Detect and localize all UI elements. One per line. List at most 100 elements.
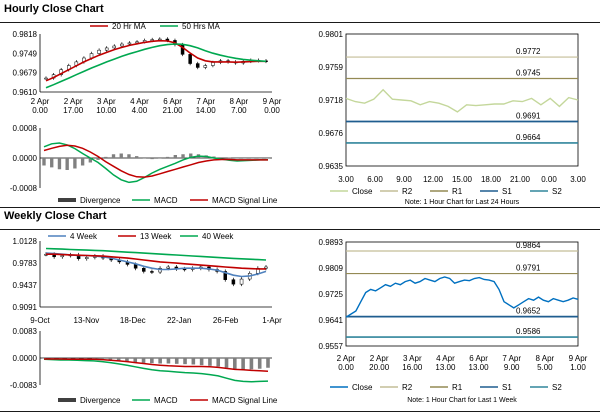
legend-s1-label: S1 (502, 383, 512, 392)
candle-body (112, 45, 117, 49)
y-tick-label: 0.9809 (319, 264, 344, 273)
divergence-bar (65, 158, 69, 170)
divergence-bar (73, 158, 77, 169)
legend-macd-label: MACD (154, 396, 178, 405)
y-tick-label: 0.9818 (13, 30, 38, 39)
section-divider (0, 207, 600, 208)
y-tick-label: 0.9437 (13, 281, 38, 290)
legend-item-1-label: 13 Week (140, 232, 172, 241)
divergence-bar (181, 154, 185, 158)
close-line (345, 276, 579, 318)
candle-body (231, 279, 236, 285)
candle-body (60, 255, 65, 258)
divergence-bar (173, 155, 177, 158)
x-tick-label: 22-Jan (167, 316, 191, 325)
x-tick-label: 3.00 (338, 175, 354, 184)
weekly-levels-chart: 0.9893 0.9809 0.9725 0.9641 0.9557 2 Apr 0.00 2… (319, 238, 588, 404)
divergence-bar (57, 158, 62, 170)
divergence-bar (249, 358, 254, 370)
x-tick-label: 3 Apr 16.00 (402, 354, 423, 372)
candle-body (166, 266, 170, 269)
divergence-bar (219, 157, 224, 158)
candle-body (133, 264, 138, 269)
y-tick-label: 0.9676 (319, 129, 344, 138)
candle-body (264, 266, 268, 269)
x-tick-label: 9.00 (396, 175, 412, 184)
divergence-bar (150, 358, 154, 364)
y-tick-label: 0.0000 (13, 154, 38, 163)
level-label-r2: 0.9864 (516, 241, 541, 250)
x-tick-label: 0.00 (541, 175, 557, 184)
y-tick-label: 0.9610 (13, 88, 38, 97)
legend-divergence-label: Divergence (80, 396, 121, 405)
divergence-bar (150, 158, 154, 160)
candle-body (158, 38, 162, 41)
candle-body (211, 62, 215, 66)
x-tick-label: 12.00 (423, 175, 444, 184)
plot-frame (345, 33, 579, 167)
candle-body (203, 65, 208, 68)
x-tick-label: 7 Apr 9.00 (502, 354, 521, 372)
weekly-price-chart: 1.0128 0.9783 0.9437 0.9091 9-Oct 13-Nov 18-De… (13, 232, 283, 325)
divergence-bar (158, 358, 162, 364)
y-tick-label: 0.9718 (319, 96, 344, 105)
y-tick-label: 0.9893 (319, 238, 344, 247)
x-tick-label: 26-Feb (213, 316, 239, 325)
ma-line-ma50 (45, 43, 267, 89)
divergence-bar (266, 158, 270, 159)
candle-body (239, 278, 244, 285)
ma-line-ma13 (46, 253, 266, 270)
legend-s2-label: S2 (552, 383, 562, 392)
candle-body (142, 267, 146, 272)
candle-body (135, 41, 139, 44)
x-tick-label: 2 Apr 0.00 (337, 354, 356, 372)
divergence-bar (224, 358, 229, 368)
x-tick-label: 9-Oct (30, 316, 50, 325)
legend-divergence-swatch (58, 198, 76, 202)
plot-frame (345, 241, 579, 347)
x-tick-label: 15.00 (452, 175, 473, 184)
divergence-bar (199, 358, 204, 366)
ma-line-ma20 (45, 39, 266, 82)
chart-note: Note: 1 Hour Chart for Last 1 Week (407, 397, 517, 404)
divergence-bar (158, 158, 162, 159)
y-tick-label: 0.9091 (13, 303, 38, 312)
legend-item-0-label: 4 Week (70, 232, 98, 241)
y-tick-label: 0.0000 (13, 354, 38, 363)
divergence-bar (257, 358, 262, 369)
hourly-macd-chart: 0.0008 0.0000 -0.0008 Divergence MACD MACD Si… (10, 124, 278, 205)
divergence-bar (174, 358, 179, 364)
y-tick-label: 0.9783 (13, 259, 38, 268)
y-tick-label: 0.0083 (13, 327, 38, 336)
level-label-s2: 0.9586 (516, 327, 541, 336)
x-tick-label: 4 Apr 13.00 (435, 354, 456, 372)
legend-divergence-label: Divergence (80, 196, 121, 205)
divergence-bar (88, 158, 93, 163)
y-tick-label: 0.9635 (319, 162, 344, 171)
divergence-bar (166, 358, 171, 364)
x-tick-label: 7 Apr 14.00 (196, 97, 217, 115)
x-tick-label: 8 Apr 7.00 (230, 97, 249, 115)
candle-body (223, 271, 228, 280)
y-tick-label: 0.9749 (13, 49, 38, 58)
macd-line (43, 358, 269, 383)
legend-macd-label: MACD (154, 196, 178, 205)
legend-divergence-swatch (58, 398, 76, 402)
candle-body (188, 54, 192, 64)
divergence-bar (266, 358, 270, 368)
legend-item-2-label: 40 Week (202, 232, 234, 241)
x-tick-label: 13-Nov (74, 316, 100, 325)
candle-body (120, 43, 124, 47)
candle-body (104, 47, 109, 51)
y-tick-label: 0.9679 (13, 69, 38, 78)
divergence-bar (216, 358, 221, 367)
hourly-levels-chart: 0.9801 0.9759 0.9718 0.9676 0.9635 3.00 6.00 9.… (319, 30, 587, 206)
candle-body (127, 42, 132, 45)
x-tick-label: 18-Dec (120, 316, 146, 325)
x-tick-label: 1-Apr (262, 316, 282, 325)
candle-body (44, 77, 48, 80)
x-tick-label: 21.00 (510, 175, 531, 184)
divergence-bar (142, 158, 147, 159)
legend-r2-label: R2 (402, 383, 413, 392)
